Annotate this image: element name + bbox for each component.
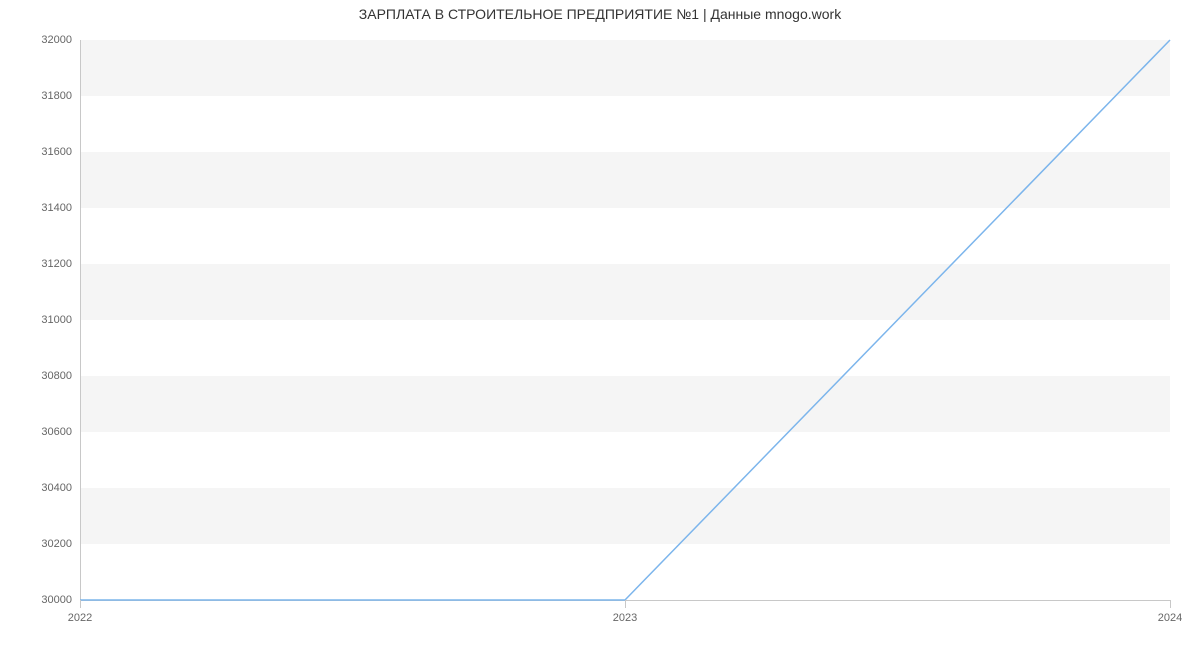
x-tick-mark xyxy=(625,600,626,608)
chart-title: ЗАРПЛАТА В СТРОИТЕЛЬНОЕ ПРЕДПРИЯТИЕ №1 |… xyxy=(0,6,1200,22)
salary-line xyxy=(80,40,1170,600)
y-tick-label: 31400 xyxy=(41,202,72,214)
y-tick-label: 31200 xyxy=(41,258,72,270)
y-tick-label: 30800 xyxy=(41,370,72,382)
y-tick-label: 30600 xyxy=(41,426,72,438)
x-tick-mark xyxy=(1170,600,1171,608)
x-tick-label: 2023 xyxy=(613,612,637,624)
x-tick-label: 2024 xyxy=(1158,612,1182,624)
y-tick-label: 31600 xyxy=(41,146,72,158)
salary-line-chart: ЗАРПЛАТА В СТРОИТЕЛЬНОЕ ПРЕДПРИЯТИЕ №1 |… xyxy=(0,0,1200,650)
y-tick-label: 30200 xyxy=(41,538,72,550)
y-tick-label: 31000 xyxy=(41,314,72,326)
plot-area xyxy=(80,40,1170,600)
y-tick-label: 31800 xyxy=(41,90,72,102)
y-tick-label: 30000 xyxy=(41,594,72,606)
x-tick-mark xyxy=(80,600,81,608)
line-series xyxy=(80,40,1170,600)
y-tick-label: 32000 xyxy=(41,34,72,46)
x-tick-label: 2022 xyxy=(68,612,92,624)
y-tick-label: 30400 xyxy=(41,482,72,494)
